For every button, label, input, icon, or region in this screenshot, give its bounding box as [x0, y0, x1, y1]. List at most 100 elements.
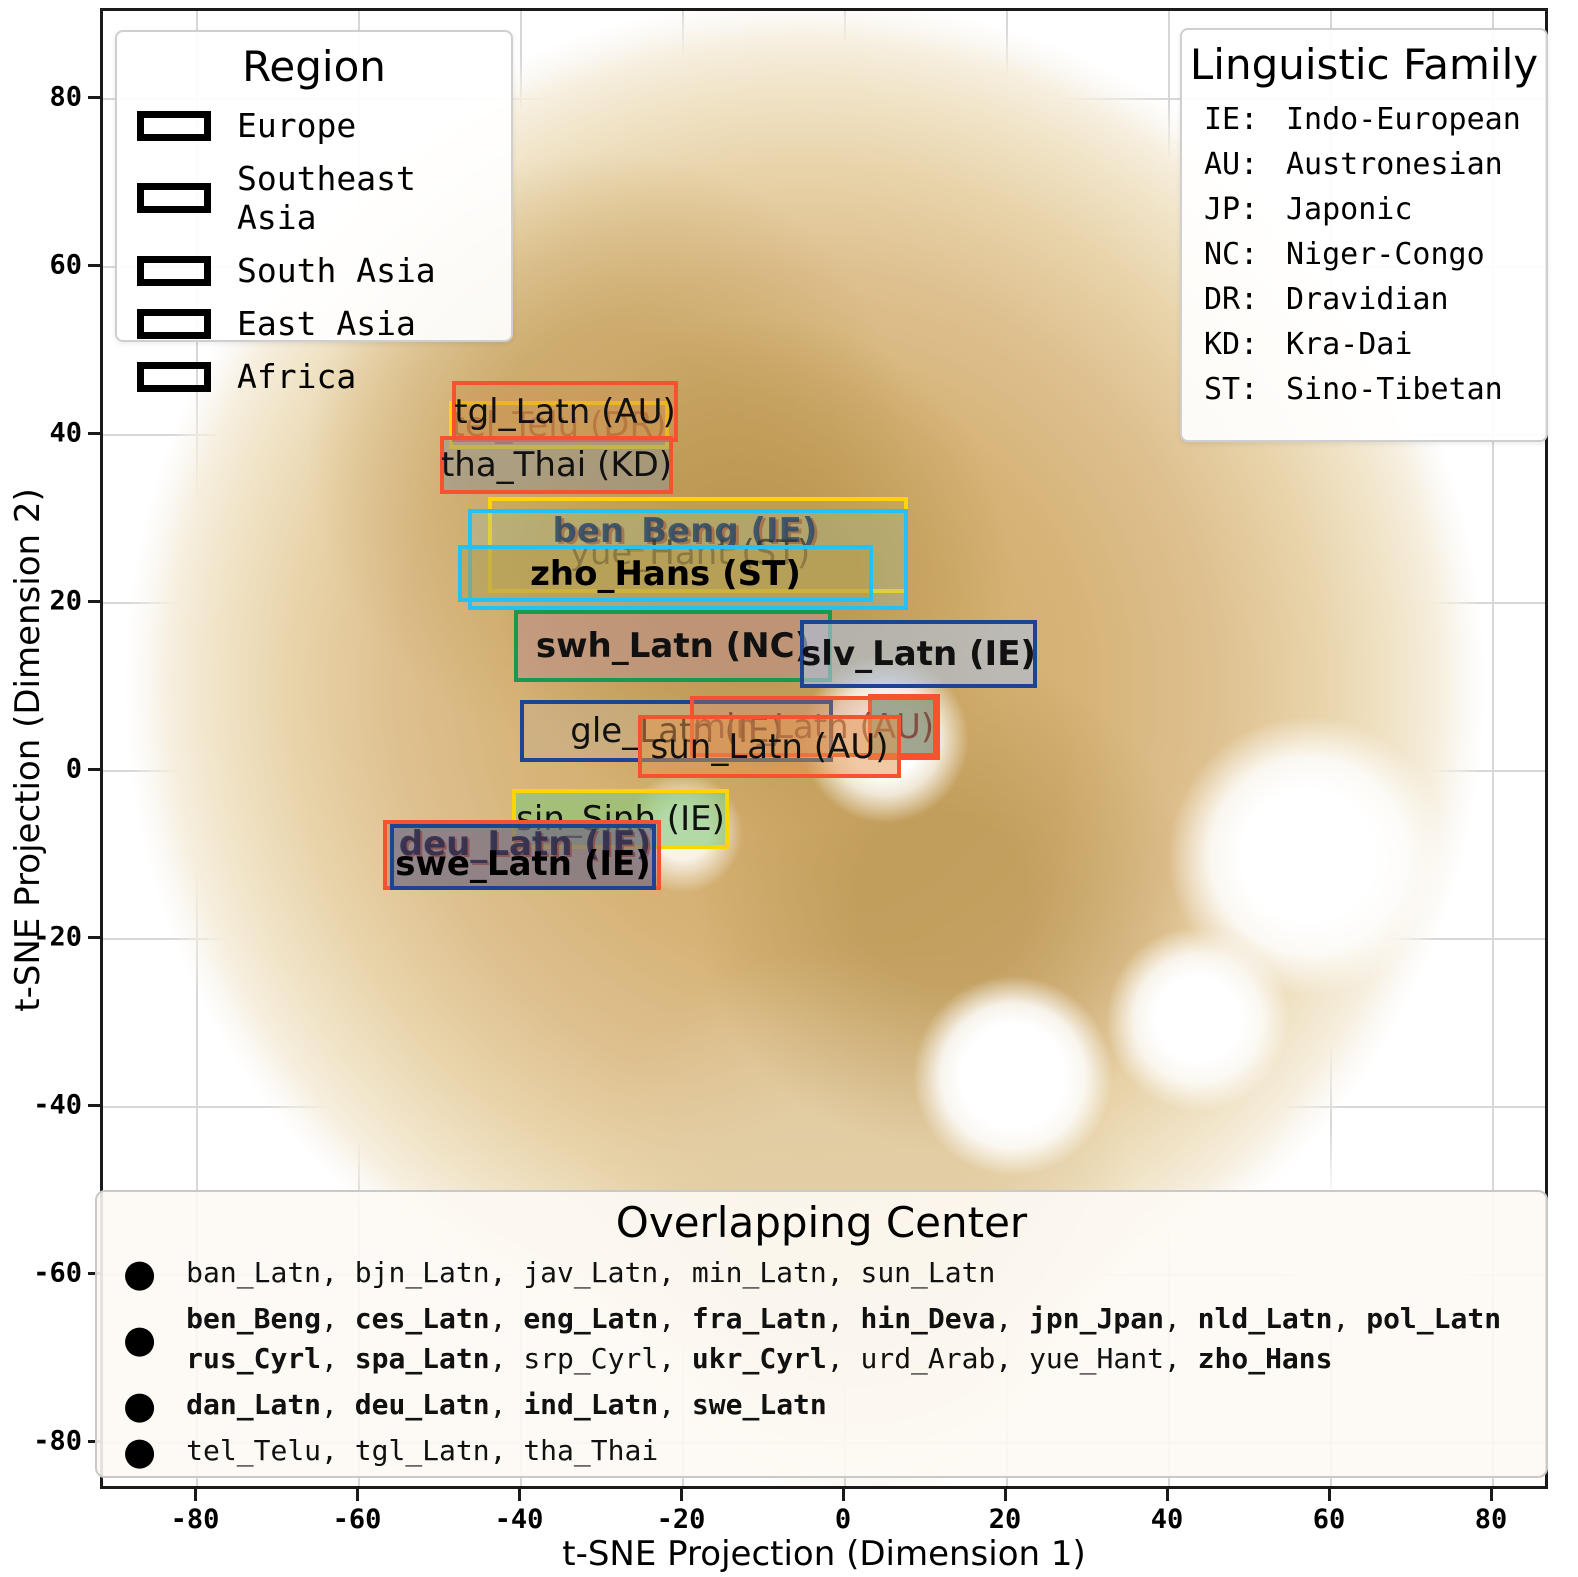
lang: ind_Latn: [523, 1388, 659, 1421]
sep: ,: [1163, 1302, 1198, 1335]
label-text: deu_Latn (IE): [398, 824, 652, 864]
x-tick-label: 60: [1312, 1504, 1346, 1535]
overlap-row-text: dan_Latn, deu_Latn, ind_Latn, swe_Latn: [186, 1385, 827, 1425]
x-tick-label: 80: [1474, 1504, 1508, 1535]
family-name: Dravidian: [1286, 282, 1449, 317]
bullet-icon: ●: [123, 1383, 157, 1427]
legend-label: Europe: [237, 106, 357, 145]
sep: ,: [321, 1342, 355, 1375]
x-tick: [518, 1489, 521, 1501]
x-tick: [680, 1489, 683, 1501]
y-tick: [88, 432, 100, 435]
sep: ,: [321, 1388, 355, 1421]
east-asia-swatch: [137, 308, 211, 339]
y-tick: [88, 264, 100, 267]
sep: ,: [658, 1388, 692, 1421]
y-tick: [88, 1440, 100, 1443]
lang: ces_Latn: [354, 1302, 490, 1335]
label-text: tgl_Latn (AU): [454, 391, 676, 432]
overlap-title: Overlapping Center: [615, 1198, 1028, 1247]
x-tick: [1490, 1489, 1493, 1501]
label-deu-latn: deu_Latn (IE): [398, 824, 652, 864]
x-tick: [356, 1489, 359, 1501]
legend-item-europe: Europe: [117, 99, 511, 152]
lang-list: ban_Latn, bjn_Latn, jav_Latn, min_Latn, …: [186, 1256, 996, 1289]
overlapped-box-europe: [390, 824, 656, 890]
y-tick-label: 60: [49, 249, 82, 281]
overlap-row-3: ● dan_Latn, deu_Latn, ind_Latn, swe_Latn: [97, 1385, 1546, 1425]
family-item-au: AU: Austronesian: [1182, 142, 1546, 187]
sep: ,: [826, 1342, 861, 1375]
lang: nld_Latn: [1197, 1302, 1333, 1335]
family-item-jp: JP: Japonic: [1182, 187, 1546, 232]
family-name: Japonic: [1286, 192, 1413, 227]
label-swe-latn: swe_Latn (IE): [392, 842, 654, 886]
lang: srp_Cyrl: [523, 1342, 659, 1375]
x-tick-label: 0: [834, 1504, 852, 1535]
y-tick-label: 0: [65, 753, 82, 785]
legend-item-southeast-asia: Southeast Asia: [117, 152, 511, 244]
label-ben-beng: ben_Beng (IE): [500, 510, 870, 552]
legend-item-east-asia: East Asia: [117, 297, 511, 350]
sep: ,: [489, 1302, 524, 1335]
lang: dan_Latn: [186, 1388, 322, 1421]
overlap-row-text: ban_Latn, bjn_Latn, jav_Latn, min_Latn, …: [186, 1253, 995, 1293]
y-tick: [88, 768, 100, 771]
label-text: sun_Latn (AU): [650, 726, 889, 767]
label-text: ben_Beng (IE): [552, 511, 818, 551]
lang: ben_Beng: [186, 1302, 322, 1335]
family-item-kd: KD: Kra-Dai: [1182, 322, 1546, 367]
y-tick: [88, 1104, 100, 1107]
x-tick: [194, 1489, 197, 1501]
south-asia-swatch: [137, 255, 211, 286]
x-tick: [842, 1489, 845, 1501]
lang: zho_Hans: [1197, 1342, 1333, 1375]
legend-label: Africa: [237, 357, 357, 396]
label-text: tha_Thai (KD): [440, 445, 673, 485]
family-name: Indo-European: [1286, 102, 1521, 137]
family-abbr: DR:: [1204, 282, 1259, 317]
overlap-row-text: tel_Telu, tgl_Latn, tha_Thai: [186, 1431, 658, 1471]
label-text: swe_Latn (IE): [395, 844, 651, 884]
sep: ,: [489, 1388, 524, 1421]
sep: ,: [995, 1302, 1030, 1335]
family-name: Sino-Tibetan: [1286, 372, 1503, 407]
family-abbr: JP:: [1204, 192, 1259, 227]
label-swh-latn: swh_Latn (NC): [514, 610, 832, 682]
lang: pol_Latn: [1366, 1302, 1502, 1335]
y-tick: [88, 1272, 100, 1275]
label-text: slv_Latn (IE): [801, 634, 1036, 674]
sep: ,: [658, 1342, 692, 1375]
family-abbr: KD:: [1204, 327, 1259, 362]
overlap-row-2: ● ben_Beng, ces_Latn, eng_Latn, fra_Latn…: [97, 1299, 1546, 1379]
legend-label: South Asia: [237, 251, 436, 290]
sep: ,: [826, 1302, 861, 1335]
sep: ,: [1332, 1302, 1367, 1335]
family-name: Austronesian: [1286, 147, 1503, 182]
lang: spa_Latn: [354, 1342, 490, 1375]
y-tick: [88, 600, 100, 603]
lang: swe_Latn: [691, 1388, 827, 1421]
x-axis-title: t-SNE Projection (Dimension 1): [562, 1534, 1086, 1574]
x-tick-label: -60: [332, 1504, 382, 1535]
legend-item-south-asia: South Asia: [117, 244, 511, 297]
overlap-row-4: ● tel_Telu, tgl_Latn, tha_Thai: [97, 1431, 1546, 1471]
lang: rus_Cyrl: [186, 1342, 322, 1375]
sep: ,: [1163, 1342, 1198, 1375]
bullet-icon: ●: [123, 1317, 157, 1361]
x-tick-label: 40: [1150, 1504, 1184, 1535]
x-tick-label: -80: [170, 1504, 220, 1535]
label-tha-thai: tha_Thai (KD): [440, 436, 673, 494]
lang: hin_Deva: [860, 1302, 996, 1335]
family-abbr: IE:: [1204, 102, 1259, 137]
lang: eng_Latn: [523, 1302, 659, 1335]
overlap-row-line: ben_Beng, ces_Latn, eng_Latn, fra_Latn, …: [186, 1299, 1501, 1339]
family-name: Kra-Dai: [1286, 327, 1413, 362]
sep: ,: [489, 1342, 524, 1375]
sep: ,: [321, 1302, 355, 1335]
label-zho-hans: zho_Hans (ST): [458, 545, 873, 602]
lang: urd_Arab: [860, 1342, 996, 1375]
bullet-icon: ●: [123, 1429, 157, 1473]
legend-label: East Asia: [237, 304, 416, 343]
